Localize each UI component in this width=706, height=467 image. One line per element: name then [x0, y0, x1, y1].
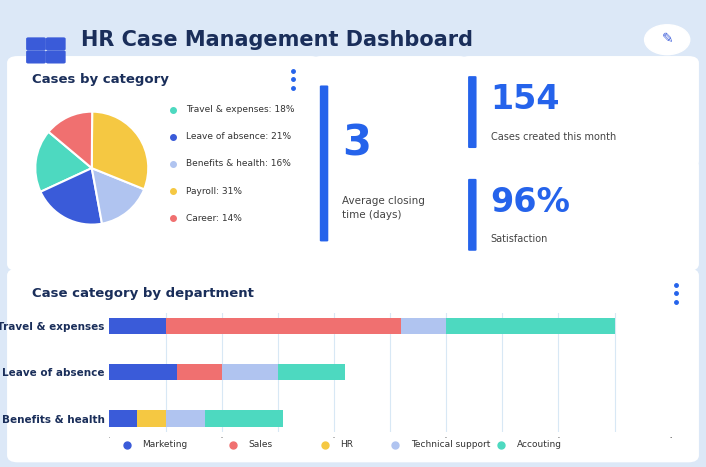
Bar: [278, 364, 345, 381]
Bar: [176, 364, 222, 381]
FancyBboxPatch shape: [468, 76, 477, 148]
Bar: [109, 364, 176, 381]
Text: HR: HR: [340, 440, 353, 449]
Bar: [166, 318, 401, 334]
Text: Payroll: 31%: Payroll: 31%: [186, 186, 241, 196]
Wedge shape: [40, 168, 102, 225]
Wedge shape: [35, 132, 92, 192]
Text: Cases created this month: Cases created this month: [491, 132, 616, 142]
FancyBboxPatch shape: [459, 159, 699, 271]
Text: Case category by department: Case category by department: [32, 287, 253, 300]
Text: Benefits & health: 16%: Benefits & health: 16%: [186, 159, 291, 169]
Text: Sales: Sales: [249, 440, 273, 449]
FancyBboxPatch shape: [26, 37, 46, 50]
Wedge shape: [49, 112, 92, 168]
Text: Travel & expenses: 18%: Travel & expenses: 18%: [186, 105, 294, 114]
Text: 3: 3: [342, 122, 371, 164]
FancyBboxPatch shape: [46, 50, 66, 64]
FancyBboxPatch shape: [7, 56, 321, 271]
Text: HR Case Management Dashboard: HR Case Management Dashboard: [81, 30, 473, 50]
Text: ✎: ✎: [662, 33, 673, 47]
Wedge shape: [92, 112, 148, 189]
Bar: [446, 318, 615, 334]
Text: Technical support: Technical support: [411, 440, 490, 449]
FancyBboxPatch shape: [320, 85, 328, 241]
Bar: [222, 364, 278, 381]
Circle shape: [645, 25, 690, 55]
Bar: [109, 318, 166, 334]
FancyBboxPatch shape: [46, 37, 66, 50]
Text: Career: 14%: Career: 14%: [186, 213, 241, 223]
FancyBboxPatch shape: [26, 50, 46, 64]
Wedge shape: [92, 168, 144, 224]
Bar: [138, 410, 165, 426]
Bar: [205, 410, 283, 426]
FancyBboxPatch shape: [459, 56, 699, 168]
Text: Accouting: Accouting: [517, 440, 562, 449]
Text: Cases by category: Cases by category: [32, 73, 169, 86]
FancyBboxPatch shape: [468, 179, 477, 251]
Bar: [109, 410, 138, 426]
FancyBboxPatch shape: [7, 269, 699, 462]
Text: Satisfaction: Satisfaction: [491, 234, 548, 244]
Text: 154: 154: [491, 83, 560, 116]
Text: 96%: 96%: [491, 185, 570, 219]
Bar: [401, 318, 446, 334]
Text: Marketing: Marketing: [143, 440, 188, 449]
Text: Average closing
time (days): Average closing time (days): [342, 196, 425, 219]
Bar: [166, 410, 205, 426]
FancyBboxPatch shape: [311, 56, 469, 271]
Text: Leave of absence: 21%: Leave of absence: 21%: [186, 132, 291, 142]
